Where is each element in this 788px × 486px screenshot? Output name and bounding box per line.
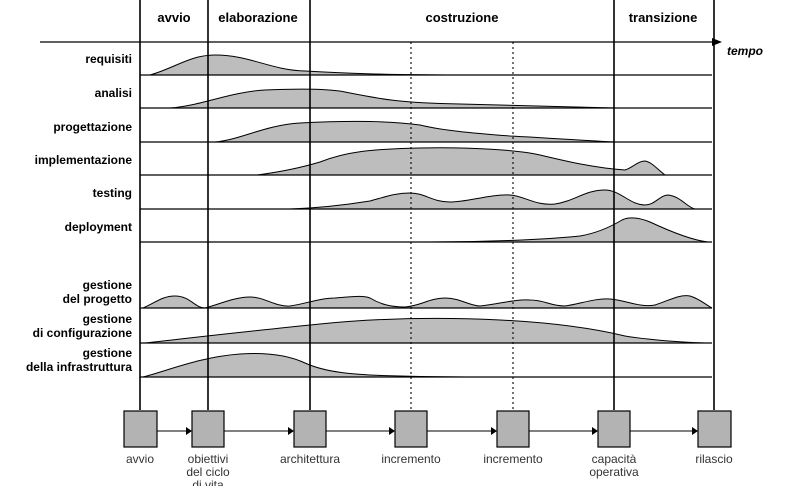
row-testing xyxy=(140,189,712,210)
milestone-label-incremento-1: incremento xyxy=(381,452,441,466)
label-gestione-progetto-1: gestione xyxy=(83,278,133,292)
tempo-label: tempo xyxy=(727,44,763,58)
milestone-label-capacita-2: operativa xyxy=(589,465,639,479)
hump-analisi xyxy=(169,88,616,109)
hump-gestione-configurazione xyxy=(144,317,706,344)
phase-transizione: transizione xyxy=(629,10,698,25)
row-deployment xyxy=(140,217,712,243)
milestone-label-obiettivi-1: obiettivi xyxy=(188,452,229,466)
phase-costruzione: costruzione xyxy=(426,10,499,25)
milestone-label-capacita-1: capacità xyxy=(592,452,637,466)
milestone-box-obiettivi xyxy=(191,410,225,448)
hump-gestione-infrastruttura xyxy=(142,353,491,378)
hump-implementazione xyxy=(256,147,667,176)
hump-gestione-progetto xyxy=(142,295,713,309)
milestone-box-incremento-2 xyxy=(496,410,530,448)
row-gestione-progetto xyxy=(140,295,713,309)
label-gestione-configurazione-2: di configurazione xyxy=(33,326,133,340)
milestone-label-obiettivi-3: di vita xyxy=(192,478,224,486)
milestone-label-obiettivi-2: del ciclo xyxy=(186,465,230,479)
milestone-connectors xyxy=(157,427,698,435)
milestone-label-architettura: architettura xyxy=(280,452,340,466)
milestone-box-incremento-1 xyxy=(394,410,428,448)
label-gestione-progetto-2: del progetto xyxy=(63,292,132,306)
milestone-label-incremento-2: incremento xyxy=(483,452,543,466)
label-implementazione: implementazione xyxy=(35,153,133,167)
row-requisiti xyxy=(140,54,712,76)
hump-testing xyxy=(289,189,696,210)
label-gestione-configurazione-1: gestione xyxy=(83,312,133,326)
milestone-label-avvio: avvio xyxy=(126,452,154,466)
row-implementazione xyxy=(140,147,712,176)
label-progettazione: progettazione xyxy=(53,120,132,134)
milestone-box-architettura xyxy=(293,410,327,448)
milestone-box-capacita xyxy=(597,410,631,448)
label-testing: testing xyxy=(93,186,132,200)
label-deployment: deployment xyxy=(65,220,132,234)
hump-deployment xyxy=(429,217,709,243)
row-gestione-configurazione xyxy=(140,317,712,344)
phase-elaborazione: elaborazione xyxy=(218,10,297,25)
label-analisi: analisi xyxy=(95,86,132,100)
label-gestione-infrastruttura-1: gestione xyxy=(83,346,133,360)
milestone-label-rilascio: rilascio xyxy=(695,452,733,466)
hump-requisiti xyxy=(149,54,471,76)
row-analisi xyxy=(140,88,712,109)
label-requisiti: requisiti xyxy=(85,52,132,66)
row-gestione-infrastruttura xyxy=(140,353,712,378)
phase-avvio: avvio xyxy=(157,10,190,25)
milestone-box-avvio xyxy=(123,410,158,448)
row-progettazione xyxy=(140,120,712,143)
hump-progettazione xyxy=(214,120,616,143)
milestone-box-rilascio xyxy=(697,410,732,448)
label-gestione-infrastruttura-2: della infrastruttura xyxy=(26,360,132,374)
